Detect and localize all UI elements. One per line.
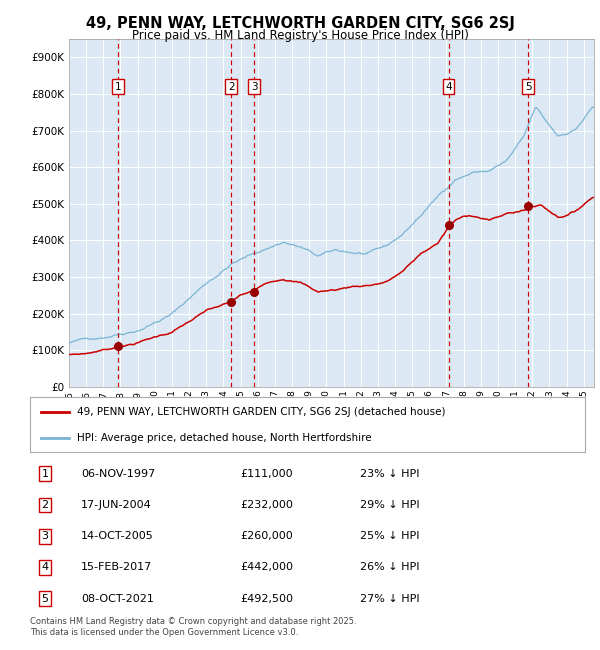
- Text: HPI: Average price, detached house, North Hertfordshire: HPI: Average price, detached house, Nort…: [77, 433, 372, 443]
- Text: 3: 3: [251, 82, 257, 92]
- Text: £260,000: £260,000: [240, 531, 293, 541]
- Text: 23% ↓ HPI: 23% ↓ HPI: [360, 469, 419, 479]
- Text: 2: 2: [228, 82, 235, 92]
- Text: 15-FEB-2017: 15-FEB-2017: [81, 562, 152, 573]
- Text: 4: 4: [41, 562, 49, 573]
- Text: 1: 1: [115, 82, 121, 92]
- Text: 29% ↓ HPI: 29% ↓ HPI: [360, 500, 419, 510]
- Text: 49, PENN WAY, LETCHWORTH GARDEN CITY, SG6 2SJ (detached house): 49, PENN WAY, LETCHWORTH GARDEN CITY, SG…: [77, 407, 446, 417]
- Text: 27% ↓ HPI: 27% ↓ HPI: [360, 593, 419, 604]
- Text: 25% ↓ HPI: 25% ↓ HPI: [360, 531, 419, 541]
- Text: 4: 4: [445, 82, 452, 92]
- Text: 26% ↓ HPI: 26% ↓ HPI: [360, 562, 419, 573]
- Text: 5: 5: [525, 82, 532, 92]
- Text: 08-OCT-2021: 08-OCT-2021: [81, 593, 154, 604]
- Text: £442,000: £442,000: [240, 562, 293, 573]
- Text: 49, PENN WAY, LETCHWORTH GARDEN CITY, SG6 2SJ: 49, PENN WAY, LETCHWORTH GARDEN CITY, SG…: [86, 16, 514, 31]
- Text: Contains HM Land Registry data © Crown copyright and database right 2025.
This d: Contains HM Land Registry data © Crown c…: [30, 618, 356, 637]
- Text: 1: 1: [41, 469, 49, 479]
- Text: 2: 2: [41, 500, 49, 510]
- Text: £232,000: £232,000: [240, 500, 293, 510]
- Text: 17-JUN-2004: 17-JUN-2004: [81, 500, 152, 510]
- Text: £492,500: £492,500: [240, 593, 293, 604]
- Text: 3: 3: [41, 531, 49, 541]
- Text: 5: 5: [41, 593, 49, 604]
- Text: £111,000: £111,000: [240, 469, 293, 479]
- Text: Price paid vs. HM Land Registry's House Price Index (HPI): Price paid vs. HM Land Registry's House …: [131, 29, 469, 42]
- Text: 14-OCT-2005: 14-OCT-2005: [81, 531, 154, 541]
- Text: 06-NOV-1997: 06-NOV-1997: [81, 469, 155, 479]
